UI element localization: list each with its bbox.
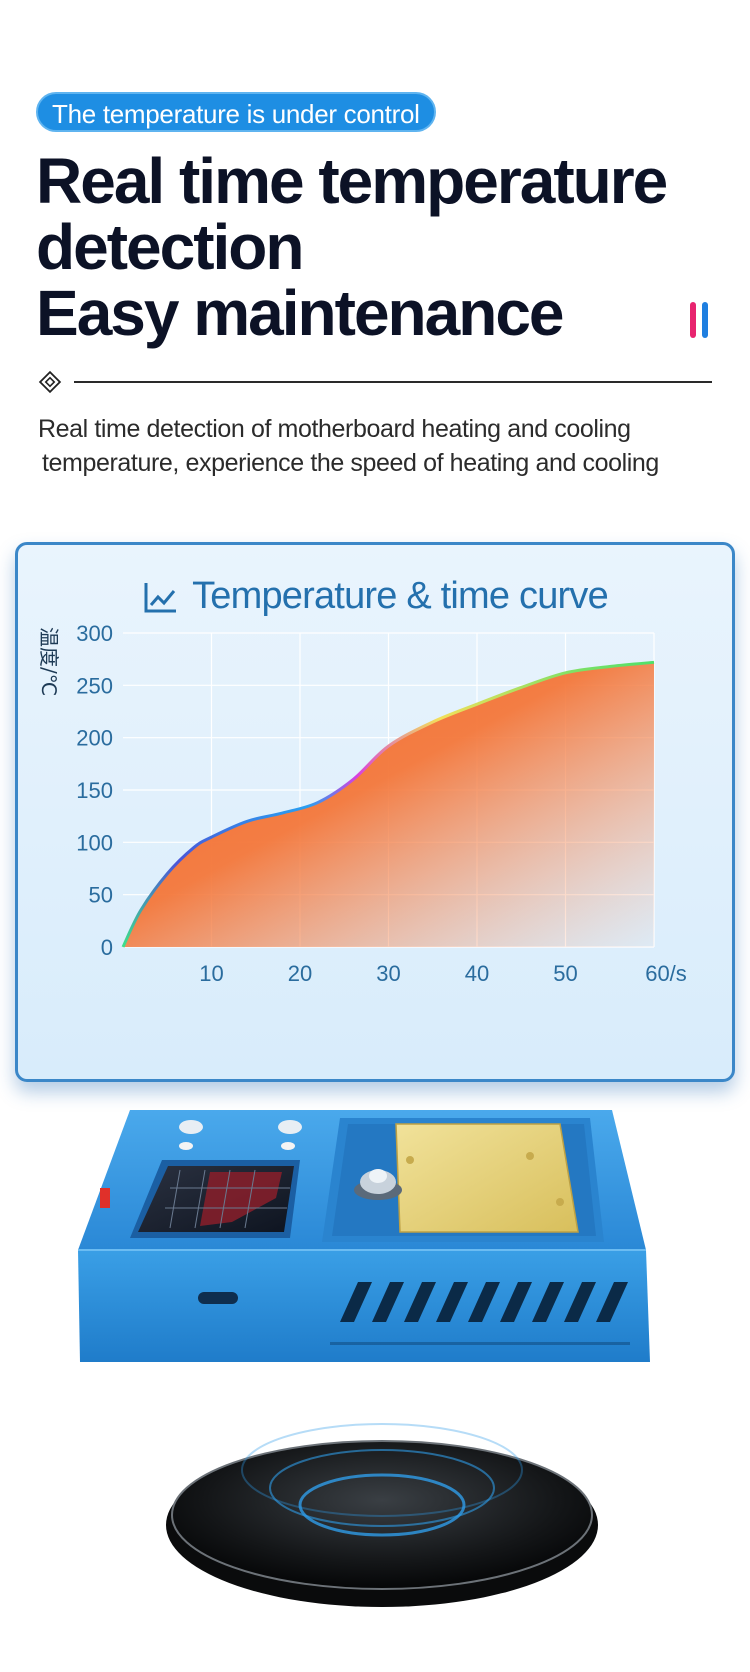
temperature-chart: 0 50 100 150 200 250 300 10 20 30 40 50 60/s 温度/℃	[37, 621, 687, 986]
x-tick-label: 60/s	[645, 961, 687, 986]
temperature-line	[121, 660, 655, 948]
x-tick-label: 10	[199, 961, 223, 986]
headline-line-1: Real time temperature	[36, 145, 668, 217]
y-tick-label: 200	[76, 726, 113, 751]
description-line-2: temperature, experience the speed of hea…	[42, 449, 659, 477]
wireless-charging-base	[166, 1423, 598, 1607]
headline-line-3: Easy maintenance	[36, 277, 565, 349]
x-tick-label: 20	[288, 961, 312, 986]
knob	[354, 1169, 402, 1200]
y-tick-label: 150	[76, 778, 113, 803]
chart-card: Temperature & time curve 0 50 100 150 200 250…	[15, 542, 735, 1082]
button-left	[179, 1120, 203, 1134]
side-tab	[100, 1188, 110, 1208]
x-tick-label: 30	[376, 961, 400, 986]
y-tick-label: 0	[101, 935, 113, 960]
description-line-1: Real time detection of motherboard heati…	[38, 415, 631, 443]
y-tick-label: 250	[76, 673, 113, 698]
y-tick-label: 100	[76, 830, 113, 855]
heating-plate	[395, 1123, 579, 1233]
vents	[340, 1282, 628, 1322]
description: Real time detection of motherboard heati…	[38, 412, 728, 480]
temperature-area	[123, 662, 654, 947]
divider	[38, 370, 712, 394]
heating-platform	[78, 1110, 650, 1362]
chart-title: Temperature & time curve	[192, 575, 609, 617]
chart-title-row: Temperature & time curve	[18, 575, 732, 625]
x-tick-label: 40	[465, 961, 489, 986]
usb-c-port	[198, 1292, 238, 1304]
headline-line-2: detection	[36, 211, 304, 283]
y-tick-label: 300	[76, 621, 113, 646]
accent-bars	[690, 302, 712, 338]
headline: Real time temperature detection Easy mai…	[36, 148, 726, 346]
line-chart-icon	[144, 582, 177, 612]
tagline-pill: The temperature is under control	[36, 92, 436, 132]
lcd-screen	[130, 1160, 300, 1238]
button-right	[278, 1120, 302, 1134]
product-image	[78, 1110, 650, 1607]
divider-line	[74, 381, 712, 383]
diamond-icon	[38, 370, 62, 394]
y-axis-label: 温度/℃	[37, 627, 61, 696]
accent-bar-pink	[690, 302, 696, 338]
accent-bar-blue	[702, 302, 708, 338]
y-tick-label: 50	[89, 883, 113, 908]
x-tick-label: 50	[553, 961, 577, 986]
